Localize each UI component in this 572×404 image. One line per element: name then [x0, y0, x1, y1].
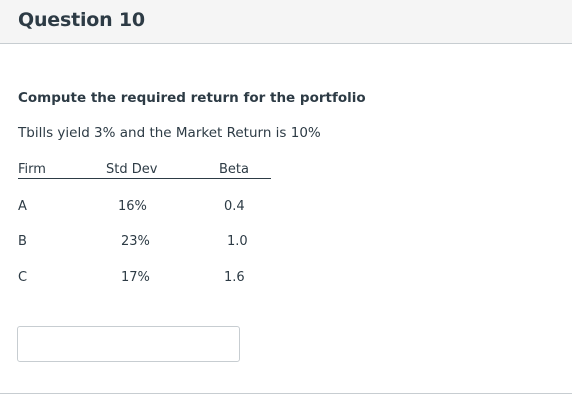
table-cell-std-dev: 16%: [118, 199, 147, 214]
table-cell-firm: A: [18, 199, 27, 214]
table-cell-firm: C: [18, 270, 28, 285]
table-cell-beta: 1.0: [227, 234, 248, 249]
question-info: Tbills yield 3% and the Market Return is…: [18, 125, 321, 141]
header-underline: [18, 178, 271, 179]
question-title: Question 10: [18, 9, 145, 31]
footer-divider: [0, 393, 572, 394]
table-cell-beta: 0.4: [224, 199, 245, 214]
question-prompt: Compute the required return for the port…: [18, 90, 366, 106]
answer-input[interactable]: [17, 326, 240, 362]
table-cell-std-dev: 23%: [121, 234, 150, 249]
table-cell-beta: 1.6: [224, 270, 245, 285]
table-cell-firm: B: [18, 234, 27, 249]
question-header: Question 10: [0, 0, 572, 44]
column-header-std-dev: Std Dev: [106, 162, 158, 177]
table-cell-std-dev: 17%: [121, 270, 150, 285]
column-header-beta: Beta: [219, 162, 249, 177]
column-header-firm: Firm: [18, 162, 46, 177]
